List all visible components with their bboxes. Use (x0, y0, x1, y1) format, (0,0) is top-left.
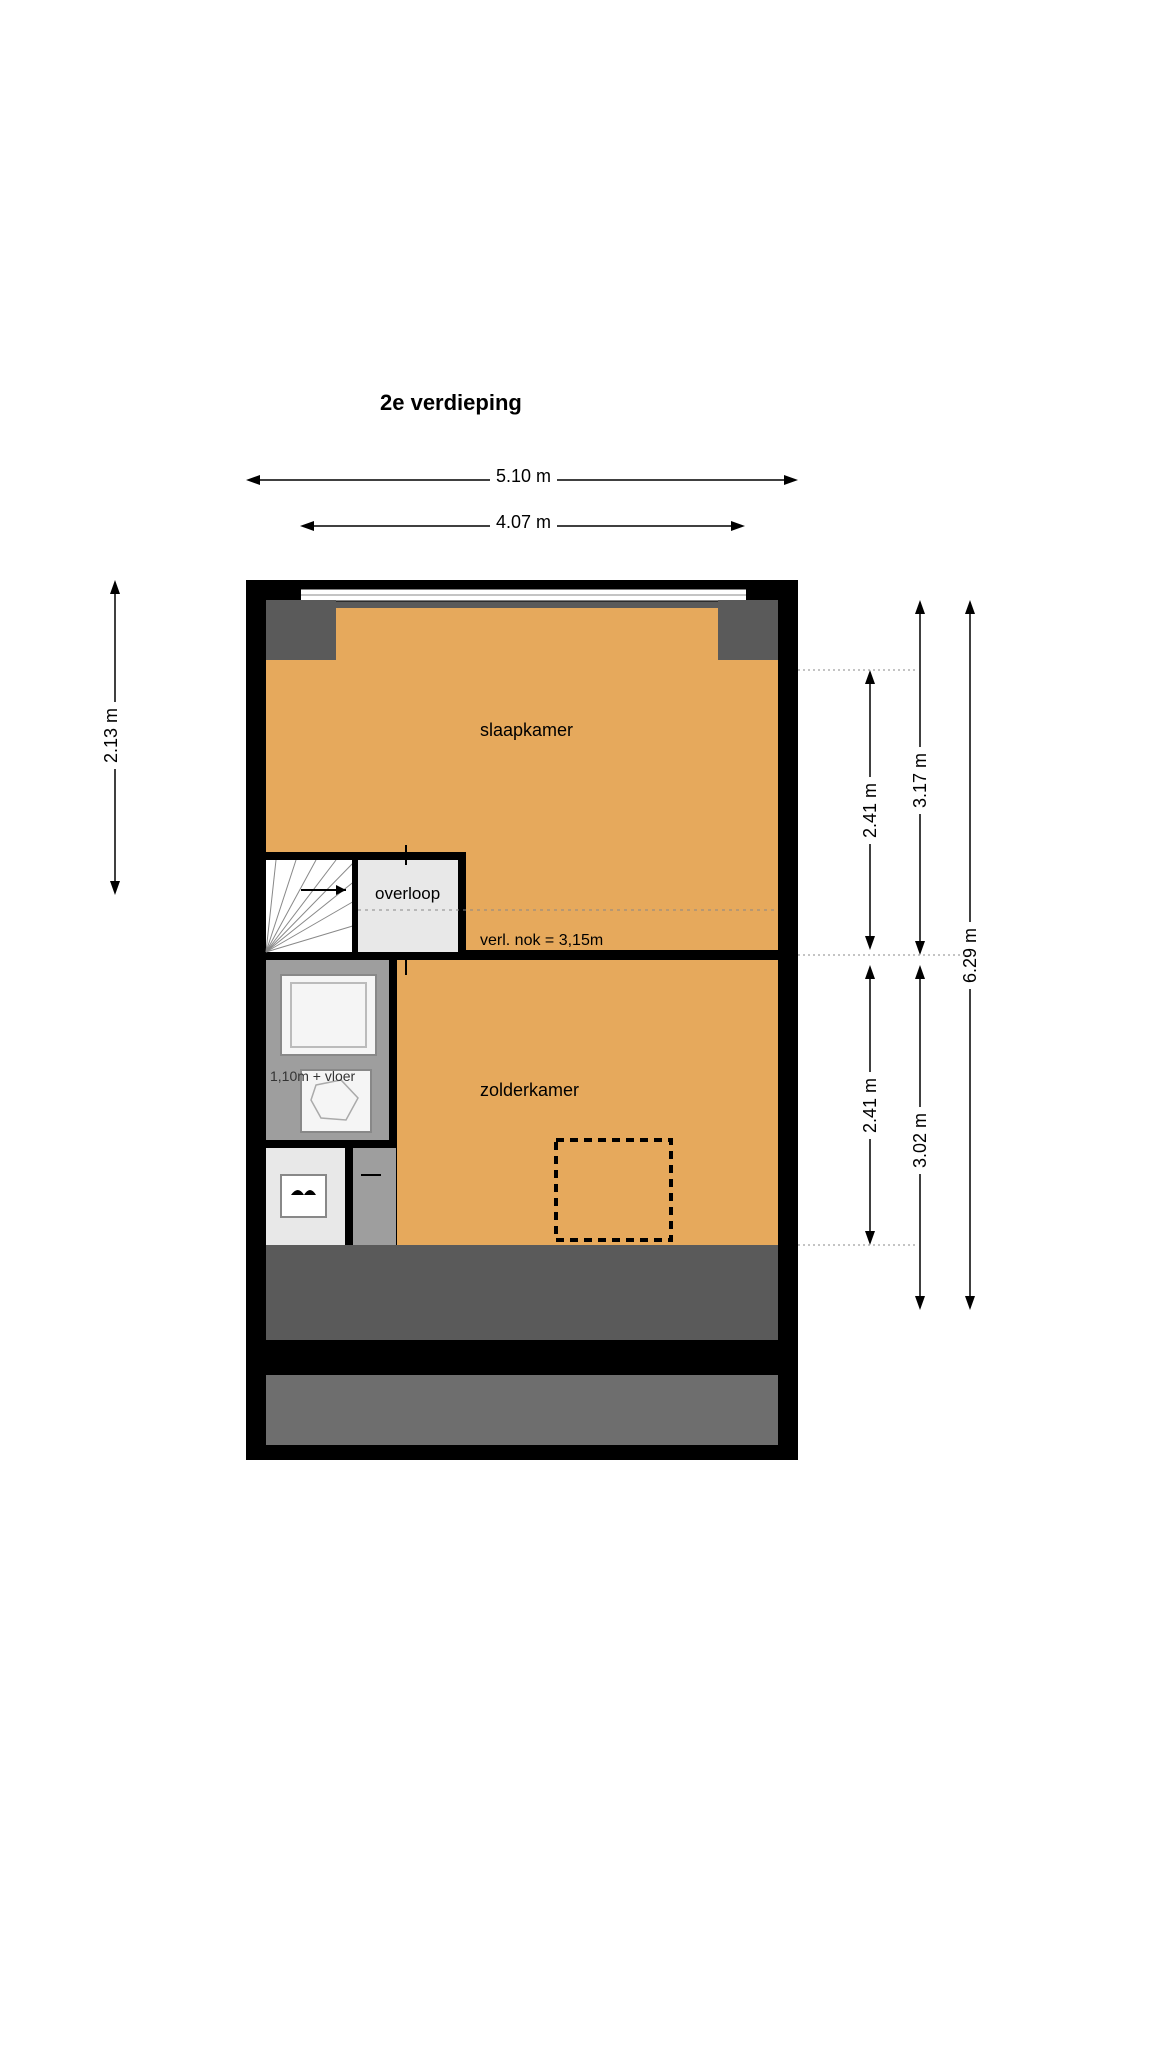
floorplan (246, 580, 798, 1460)
note-verl-nok: verl. nok = 3,15m (480, 932, 603, 950)
dotted-extensions (798, 580, 978, 1320)
room-zolderkamer-label: zolderkamer (480, 1080, 579, 1101)
room-overloop-label: overloop (375, 884, 440, 904)
page-title: 2e verdieping (380, 390, 522, 416)
dim-top-inner-label: 4.07 m (490, 512, 557, 533)
room-slaapkamer-label: slaapkamer (480, 720, 573, 741)
note-vloer: 1,10m + vloer (270, 1068, 355, 1084)
dim-left-outer-label: 2.13 m (101, 702, 122, 769)
dim-top-outer-label: 5.10 m (490, 466, 557, 487)
